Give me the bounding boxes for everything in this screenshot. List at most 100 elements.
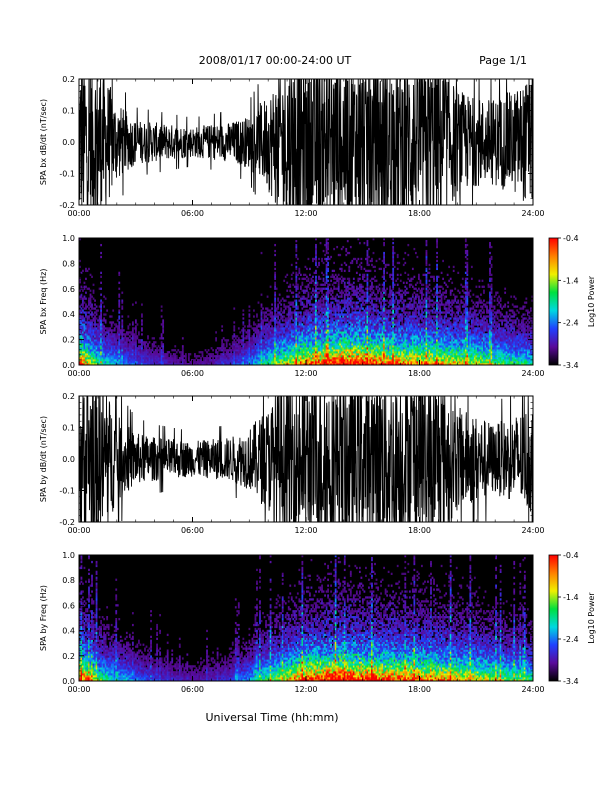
heatmap-cell bbox=[151, 349, 154, 352]
heatmap-cell bbox=[253, 329, 255, 332]
heatmap-cell bbox=[325, 349, 328, 352]
heatmap-cell bbox=[304, 325, 307, 328]
heatmap-cell bbox=[377, 297, 379, 300]
heatmap-cell bbox=[124, 361, 127, 364]
heatmap-cell bbox=[304, 285, 307, 288]
heatmap-cell bbox=[327, 325, 329, 328]
heatmap-cell bbox=[357, 333, 360, 336]
heatmap-cell bbox=[345, 285, 348, 288]
heatmap-cell bbox=[343, 341, 346, 344]
heatmap-cell bbox=[95, 341, 98, 344]
heatmap-cell bbox=[366, 287, 369, 290]
heatmap-cell bbox=[384, 307, 387, 310]
heatmap-cell bbox=[322, 287, 325, 290]
heatmap-cell bbox=[216, 355, 219, 358]
heatmap-cell bbox=[301, 343, 304, 346]
heatmap-cell bbox=[366, 241, 369, 245]
heatmap-cell bbox=[86, 305, 89, 308]
heatmap-cell bbox=[91, 355, 93, 358]
heatmap-cell bbox=[256, 343, 258, 346]
heatmap-cell bbox=[324, 337, 326, 340]
heatmap-cell bbox=[312, 313, 314, 316]
heatmap-cell bbox=[92, 313, 95, 316]
heatmap-cell bbox=[316, 321, 319, 324]
heatmap-cell bbox=[352, 317, 355, 320]
heatmap-cell bbox=[310, 349, 313, 352]
heatmap-cell bbox=[154, 349, 157, 352]
heatmap-cell bbox=[319, 353, 322, 356]
heatmap-cell bbox=[296, 355, 299, 358]
heatmap-cell bbox=[330, 305, 333, 308]
heatmap-cell bbox=[366, 331, 369, 334]
heatmap-cell bbox=[107, 343, 110, 346]
heatmap-cell bbox=[213, 363, 216, 365]
heatmap-cell bbox=[316, 361, 319, 364]
heatmap-cell bbox=[154, 341, 157, 344]
heatmap-cell bbox=[221, 361, 224, 364]
heatmap-cell bbox=[361, 361, 364, 364]
heatmap-cell bbox=[343, 339, 346, 342]
heatmap-cell bbox=[144, 341, 146, 344]
heatmap-cell bbox=[250, 345, 252, 348]
heatmap-cell bbox=[312, 345, 314, 348]
heatmap-cell bbox=[381, 309, 384, 312]
heatmap-cell bbox=[119, 345, 122, 348]
heatmap-cell bbox=[283, 345, 286, 348]
heatmap-cell bbox=[372, 285, 375, 288]
heatmap-cell bbox=[360, 315, 363, 318]
heatmap-cell bbox=[198, 355, 201, 358]
heatmap-cell bbox=[197, 363, 199, 365]
heatmap-cell bbox=[366, 273, 369, 276]
heatmap-cell bbox=[228, 363, 231, 365]
heatmap-cell bbox=[327, 303, 329, 306]
heatmap-cell bbox=[360, 349, 363, 352]
heatmap-cell bbox=[298, 359, 301, 362]
heatmap-cell bbox=[301, 297, 304, 300]
heatmap-cell bbox=[95, 355, 98, 358]
heatmap-cell bbox=[224, 361, 227, 364]
heatmap-cell bbox=[333, 309, 336, 312]
heatmap-cell bbox=[141, 355, 143, 358]
heatmap-cell bbox=[139, 345, 142, 348]
heatmap-cell bbox=[119, 353, 122, 356]
heatmap-cell bbox=[296, 287, 299, 290]
heatmap-cell bbox=[112, 341, 115, 344]
heatmap-cell bbox=[286, 323, 289, 326]
heatmap-cell bbox=[309, 329, 311, 332]
heatmap-cell bbox=[259, 359, 261, 362]
heatmap-cell bbox=[327, 251, 329, 255]
heatmap-cell bbox=[277, 351, 280, 354]
heatmap-cell bbox=[351, 261, 354, 265]
heatmap-cell bbox=[280, 303, 283, 306]
heatmap-cell bbox=[375, 287, 378, 290]
heatmap-cell bbox=[233, 343, 236, 346]
heatmap-cell bbox=[365, 333, 367, 336]
heatmap-cell bbox=[301, 363, 304, 365]
heatmap-cell bbox=[386, 263, 389, 267]
heatmap-cell bbox=[281, 341, 284, 344]
heatmap-cell bbox=[121, 337, 124, 340]
heatmap-cell bbox=[212, 361, 214, 364]
heatmap-cell bbox=[113, 347, 116, 350]
heatmap-cell bbox=[321, 349, 323, 352]
heatmap-cell bbox=[253, 357, 255, 360]
heatmap-cell bbox=[315, 279, 317, 282]
heatmap-cell bbox=[266, 357, 269, 360]
heatmap-cell bbox=[125, 339, 128, 342]
heatmap-cell bbox=[337, 331, 340, 334]
heatmap-cell bbox=[365, 331, 367, 334]
heatmap-cell bbox=[262, 341, 264, 344]
heatmap-cell bbox=[333, 353, 336, 356]
heatmap-cell bbox=[380, 323, 382, 326]
heatmap-cell bbox=[80, 309, 83, 312]
heatmap-cell bbox=[365, 321, 367, 324]
heatmap-cell bbox=[374, 319, 376, 322]
x-tick-label: 24:00 bbox=[521, 209, 544, 218]
heatmap-cell bbox=[295, 349, 298, 352]
heatmap-cell bbox=[259, 349, 261, 352]
heatmap-cell bbox=[275, 329, 278, 332]
heatmap-cell bbox=[309, 311, 311, 314]
heatmap-cell bbox=[321, 325, 323, 328]
heatmap-cell bbox=[242, 361, 245, 364]
heatmap-cell bbox=[251, 347, 254, 350]
